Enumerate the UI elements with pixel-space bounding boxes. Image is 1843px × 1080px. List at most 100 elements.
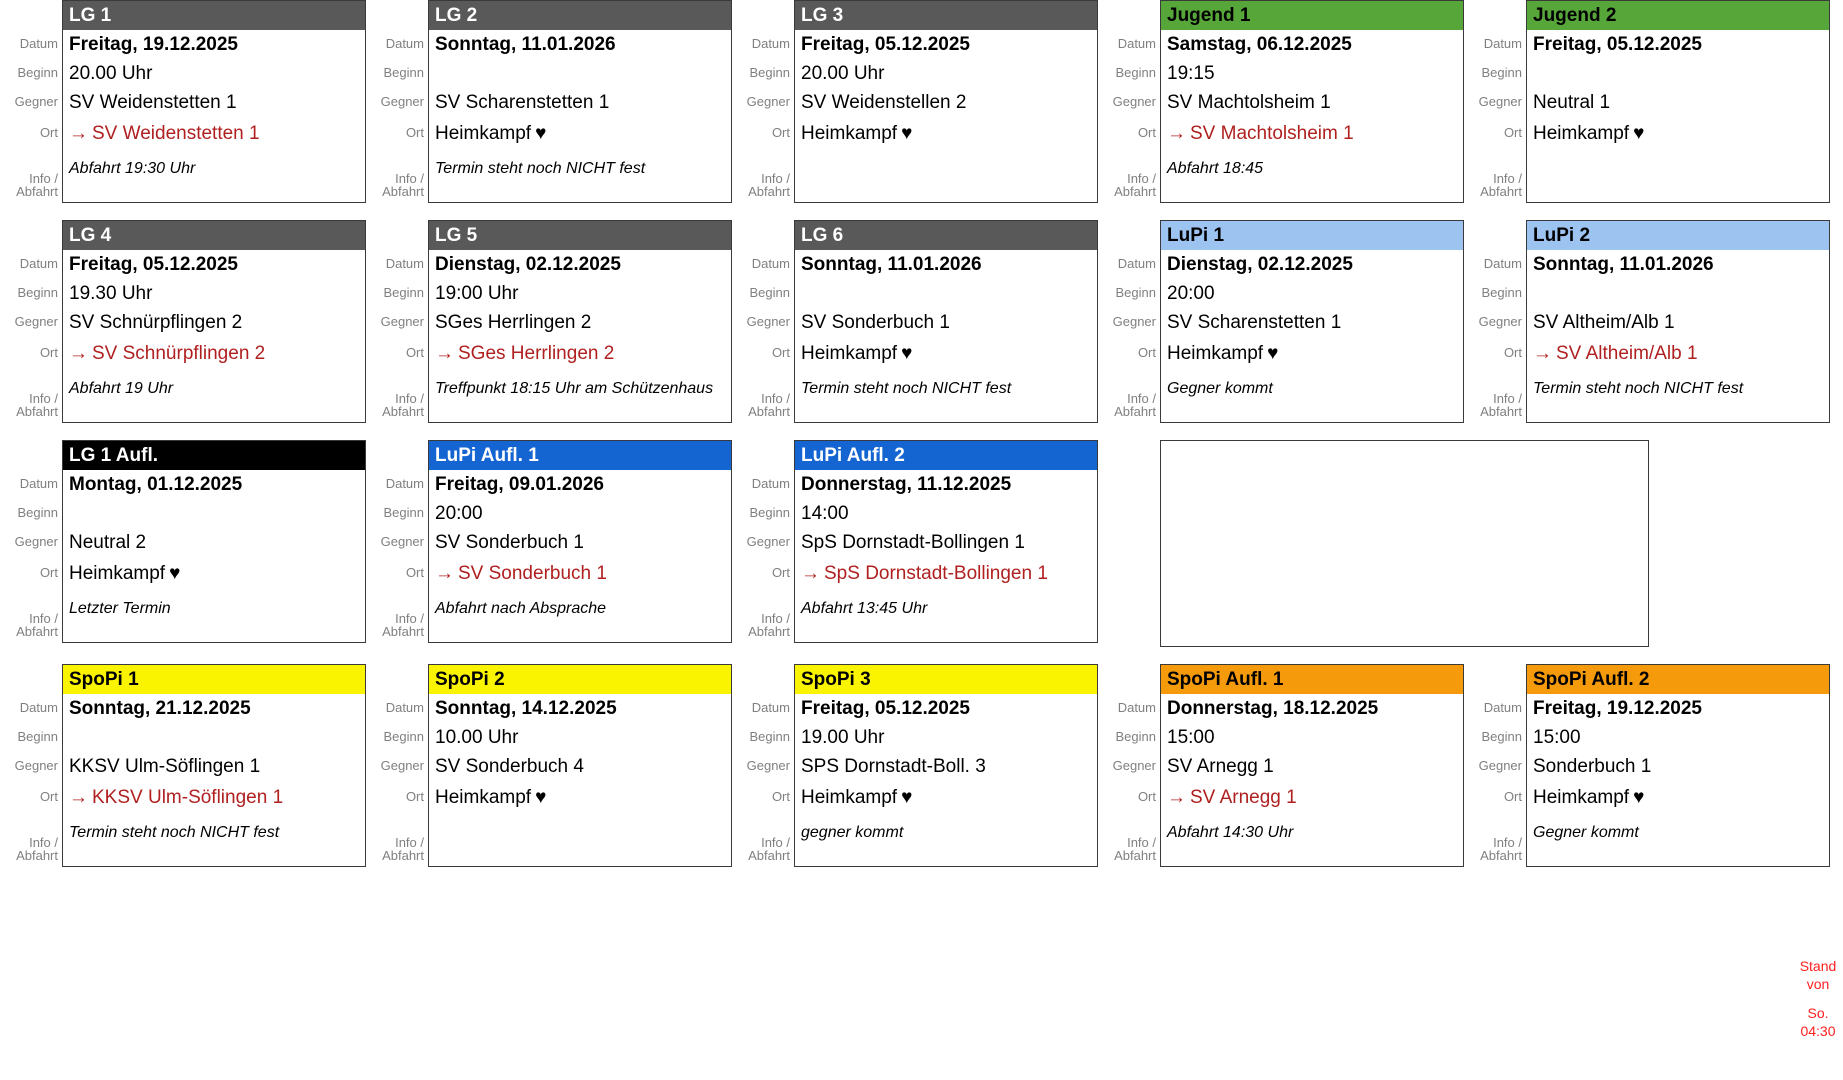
label-info-abfahrt: Info / Abfahrt [366, 813, 428, 865]
label-datum: Datum [385, 475, 424, 491]
label-beginn: Beginn [749, 728, 790, 744]
label-ort: Ort [405, 124, 424, 140]
fixture-info-note: Termin steht noch NICHT fest [801, 380, 1012, 397]
fixture-card[interactable]: LuPi Aufl. 1 Freitag, 09.01.2026 20:00 SV S… [428, 440, 732, 643]
fixture-slot: Datum Beginn Gegner Ort Info / Abfahrt LG 4 Fre… [0, 220, 366, 423]
label-info-line1: Info / [761, 610, 790, 626]
fixture-opponent: SV Sonderbuch 1 [435, 531, 584, 553]
label-gegner: Gegner [14, 313, 58, 329]
label-datum: Datum [385, 699, 424, 715]
home-heart-icon: ♥ [1633, 786, 1645, 808]
fixture-info-note: Treffpunkt 18:15 Uhr am Schützenhaus [435, 380, 714, 397]
fixture-start-time: 10.00 Uhr [435, 726, 519, 748]
label-ort: Ort [39, 788, 58, 804]
fixture-start-time [63, 723, 365, 752]
fixture-venue: Heimkampf ♥ [795, 117, 1097, 150]
fixture-card[interactable]: LuPi 1 Dienstag, 02.12.2025 20:00 SV Schare… [1160, 220, 1464, 423]
label-beginn: Beginn [1115, 728, 1156, 744]
label-info-abfahrt: Info / Abfahrt [1464, 149, 1526, 201]
label-gegner: Gegner [1112, 757, 1156, 773]
fixture-card[interactable]: LG 1 Aufl. Montag, 01.12.2025 Neutral 2 Hei… [62, 440, 366, 643]
label-info-line1: Info / [761, 170, 790, 186]
fixture-date: Montag, 01.12.2025 [69, 473, 243, 495]
fixture-opponent: SV Sonderbuch 1 [801, 311, 950, 333]
fixture-card-body: Sonntag, 11.01.2026 SV Scharenstetten 1 He… [429, 30, 731, 202]
label-info-line2: Abfahrt [748, 623, 790, 639]
label-info-line1: Info / [29, 834, 58, 850]
fixture-card[interactable]: Jugend 2 Freitag, 05.12.2025 Neutral 1 Heim… [1526, 0, 1830, 203]
label-gegner: Gegner [746, 757, 790, 773]
fixture-card[interactable]: LG 3 Freitag, 05.12.2025 20.00 Uhr SV Weide… [794, 0, 1098, 203]
fixture-venue: Heimkampf ♥ [63, 557, 365, 590]
fixture-card[interactable]: LG 1 Freitag, 19.12.2025 20.00 Uhr SV Weide… [62, 0, 366, 203]
away-arrow-icon: → [435, 342, 454, 364]
fixture-venue-text: SV Sonderbuch 1 [458, 562, 607, 584]
fixture-card[interactable]: SpoPi 2 Sonntag, 14.12.2025 10.00 Uhr SV So… [428, 664, 732, 867]
home-heart-icon: ♥ [901, 122, 913, 144]
fixture-card[interactable]: SpoPi 3 Freitag, 05.12.2025 19.00 Uhr SPS D… [794, 664, 1098, 867]
fixture-date: Freitag, 19.12.2025 [1533, 697, 1702, 719]
label-info-line2: Abfahrt [1480, 183, 1522, 199]
label-info-line2: Abfahrt [748, 183, 790, 199]
fixture-start-time [429, 59, 731, 88]
fixture-card[interactable]: LG 6 Sonntag, 11.01.2026 SV Sonderbuch 1 He… [794, 220, 1098, 423]
fixture-venue-text: Heimkampf [435, 786, 532, 808]
label-info-abfahrt: Info / Abfahrt [366, 589, 428, 641]
label-gegner: Gegner [1478, 93, 1522, 109]
fixture-card-title: Jugend 2 [1527, 1, 1829, 30]
fixture-start-time: 15:00 [1167, 726, 1215, 748]
label-info-line1: Info / [1493, 390, 1522, 406]
fixture-card[interactable]: SpoPi Aufl. 1 Donnerstag, 18.12.2025 15:00… [1160, 664, 1464, 867]
fixture-date: Dienstag, 02.12.2025 [435, 253, 621, 275]
fixture-info-note: Termin steht noch NICHT fest [69, 824, 280, 841]
fixture-date: Sonntag, 11.01.2026 [1533, 253, 1714, 275]
fixture-slot: Datum Beginn Gegner Ort Info / Abfahrt SpoPi A… [1098, 664, 1464, 867]
away-arrow-icon: → [69, 122, 88, 144]
field-label-gutter: Datum Beginn Gegner Ort Info / Abfahrt [1098, 220, 1160, 423]
fixture-info-note: Abfahrt 19 Uhr [69, 380, 174, 397]
label-ort: Ort [771, 564, 790, 580]
fixture-card[interactable]: SpoPi 1 Sonntag, 21.12.2025 KKSV Ulm-Söfli… [62, 664, 366, 867]
field-label-gutter: Datum Beginn Gegner Ort Info / Abfahrt [0, 220, 62, 423]
label-datum: Datum [19, 255, 58, 271]
fixture-card[interactable]: LG 2 Sonntag, 11.01.2026 SV Scharenstetten… [428, 0, 732, 203]
label-gegner: Gegner [1478, 757, 1522, 773]
label-info-abfahrt: Info / Abfahrt [1098, 813, 1160, 865]
fixture-card[interactable]: LG 4 Freitag, 05.12.2025 19.30 Uhr SV Schnü… [62, 220, 366, 423]
fixture-card[interactable]: LuPi Aufl. 2 Donnerstag, 11.12.2025 14:00 S… [794, 440, 1098, 643]
fixture-venue: Heimkampf ♥ [429, 117, 731, 150]
fixture-card[interactable]: Jugend 1 Samstag, 06.12.2025 19:15 SV Macht… [1160, 0, 1464, 203]
fixture-venue-text: KKSV Ulm-Söflingen 1 [92, 786, 284, 808]
fixture-opponent: SV Arnegg 1 [1167, 755, 1274, 777]
fixture-start-time: 15:00 [1533, 726, 1581, 748]
label-datum: Datum [19, 699, 58, 715]
fixture-slot: Datum Beginn Gegner Ort Info / Abfahrt LG 1 Fre… [0, 0, 366, 203]
label-gegner: Gegner [14, 93, 58, 109]
fixture-card[interactable]: SpoPi Aufl. 2 Freitag, 19.12.2025 15:00 Son… [1526, 664, 1830, 867]
fixture-start-time [1527, 279, 1829, 308]
fixture-card[interactable]: LG 5 Dienstag, 02.12.2025 19:00 Uhr SGes He… [428, 220, 732, 423]
fixture-card-body: Donnerstag, 11.12.2025 14:00 SpS Dornstadt… [795, 470, 1097, 642]
label-info-abfahrt: Info / Abfahrt [0, 813, 62, 865]
fixture-start-time [63, 499, 365, 528]
label-info-line1: Info / [1493, 170, 1522, 186]
label-info-line2: Abfahrt [16, 183, 58, 199]
home-heart-icon: ♥ [1267, 342, 1279, 364]
fixture-start-time: 19:15 [1167, 62, 1215, 84]
label-info-line1: Info / [29, 170, 58, 186]
field-label-gutter: Datum Beginn Gegner Ort Info / Abfahrt [1464, 0, 1526, 203]
label-ort: Ort [771, 788, 790, 804]
label-info-line1: Info / [395, 170, 424, 186]
fixture-slot [1098, 440, 1649, 647]
fixture-card-title: LuPi Aufl. 2 [795, 441, 1097, 470]
fixture-card[interactable]: LuPi 2 Sonntag, 11.01.2026 SV Altheim/Alb … [1526, 220, 1830, 423]
fixture-slot: Datum Beginn Gegner Ort Info / Abfahrt SpoPi 2… [366, 664, 732, 867]
away-arrow-icon: → [435, 562, 454, 584]
label-datum: Datum [1483, 35, 1522, 51]
fixture-start-time: 20.00 Uhr [69, 62, 153, 84]
fixture-date: Donnerstag, 11.12.2025 [801, 473, 1012, 495]
label-ort: Ort [1137, 788, 1156, 804]
label-beginn: Beginn [383, 284, 424, 300]
label-info-abfahrt: Info / Abfahrt [366, 149, 428, 201]
fixture-opponent: SpS Dornstadt-Bollingen 1 [801, 531, 1025, 553]
